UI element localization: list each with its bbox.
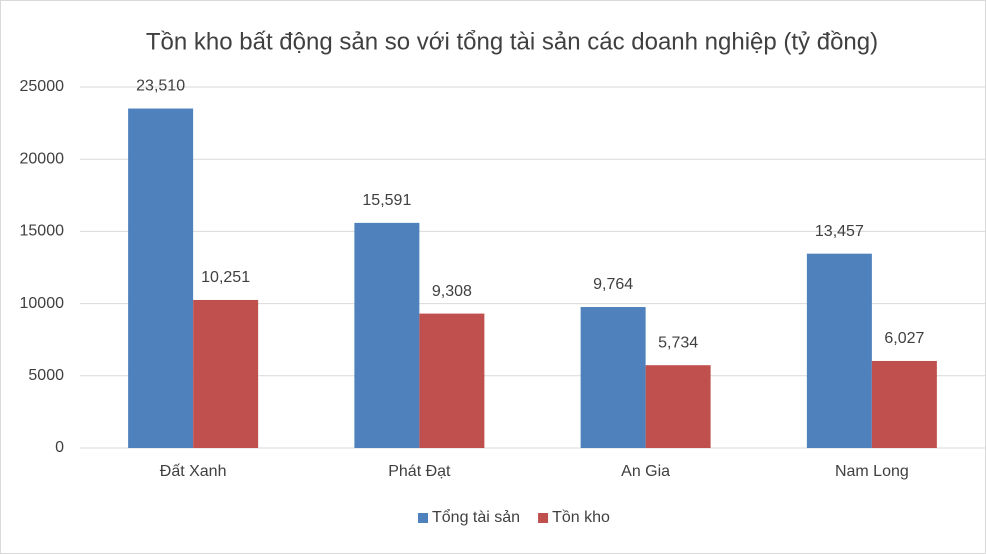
- bar: [354, 222, 420, 448]
- x-tick-label: Nam Long: [835, 463, 909, 480]
- data-label: 9,308: [432, 283, 472, 300]
- legend-label: Tồn kho: [552, 509, 610, 526]
- bar: [580, 307, 646, 448]
- x-tick-label: Phát Đạt: [388, 463, 451, 480]
- data-label: 5,734: [658, 334, 698, 351]
- x-tick-label: An Gia: [621, 463, 670, 480]
- data-label: 6,027: [884, 330, 924, 347]
- data-label: 23,510: [136, 78, 185, 95]
- y-tick-label: 0: [55, 439, 64, 456]
- y-tick-label: 25000: [20, 78, 65, 95]
- y-tick-label: 5000: [28, 367, 64, 384]
- data-label: 9,764: [593, 276, 633, 293]
- data-label: 10,251: [201, 269, 250, 286]
- y-tick-label: 10000: [20, 295, 65, 312]
- bar: [806, 253, 872, 448]
- bar: [128, 108, 194, 449]
- data-label: 15,591: [362, 192, 411, 209]
- bar: [645, 365, 711, 448]
- data-label: 13,457: [815, 223, 864, 240]
- legend-label: Tổng tài sản: [432, 508, 520, 526]
- y-tick-label: 20000: [20, 150, 65, 167]
- chart-title: Tồn kho bất động sản so với tổng tài sản…: [146, 28, 878, 55]
- bar: [419, 313, 485, 448]
- bar: [193, 299, 259, 448]
- bar: [871, 360, 937, 448]
- legend-swatch: [538, 513, 549, 523]
- y-tick-label: 15000: [20, 223, 65, 240]
- legend-swatch: [418, 513, 428, 523]
- x-tick-label: Đất Xanh: [160, 463, 227, 480]
